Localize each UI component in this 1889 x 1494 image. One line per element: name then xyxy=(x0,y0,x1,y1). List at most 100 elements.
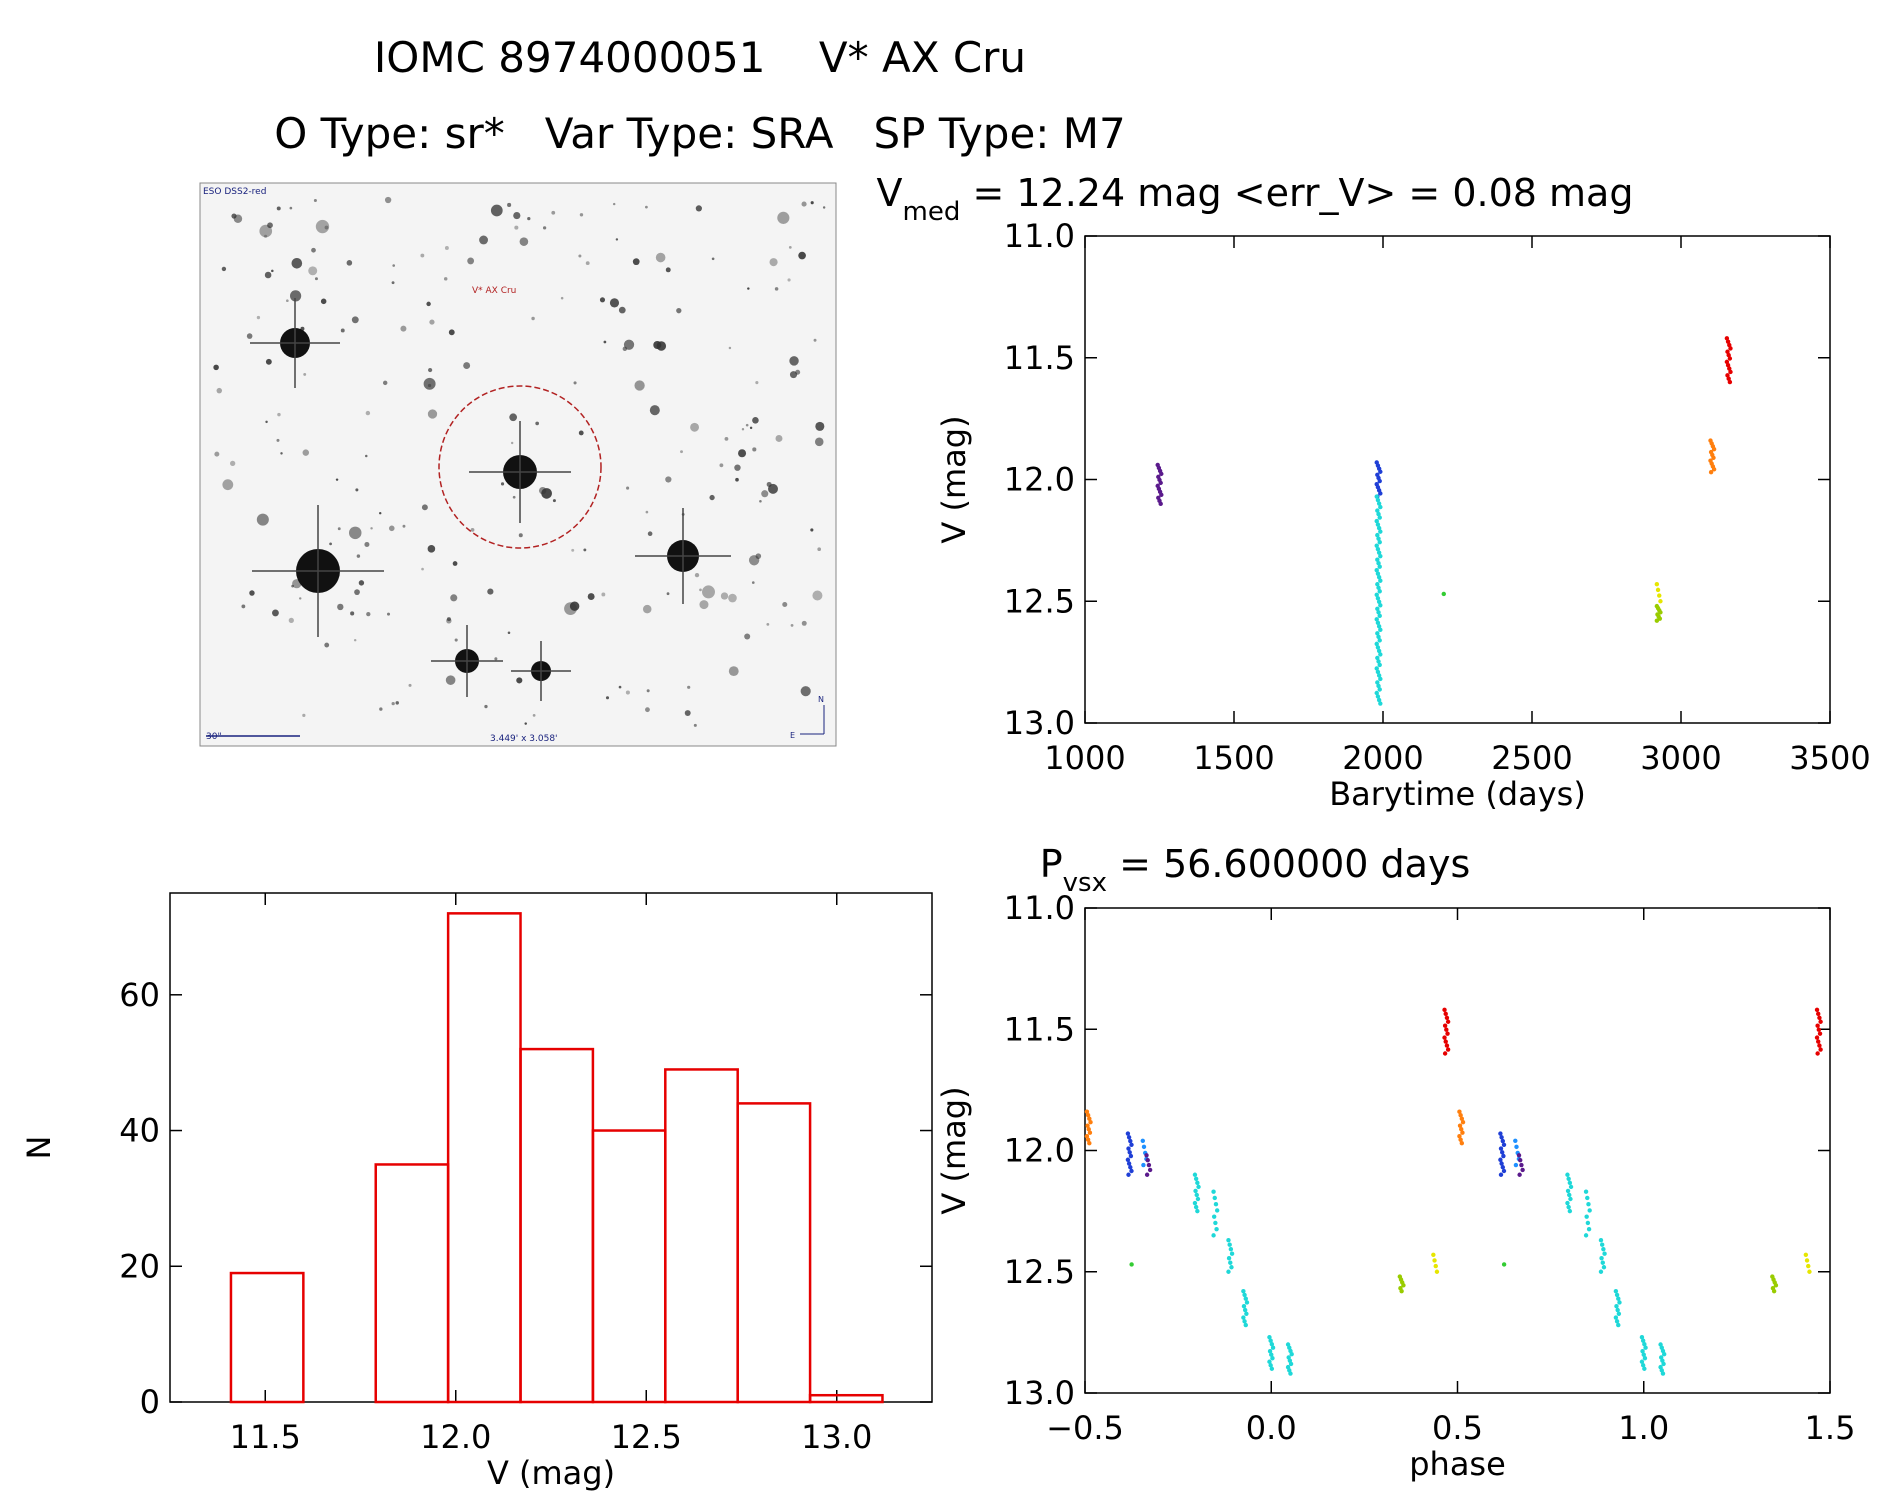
background-star xyxy=(694,572,700,578)
light-curve-point xyxy=(1376,550,1382,555)
phase-curve-point xyxy=(1214,1208,1220,1213)
phase-curve-point xyxy=(1227,1242,1232,1247)
phase-curve-point xyxy=(1613,1288,1619,1294)
phase-curve-point xyxy=(1641,1352,1646,1357)
light-curve-point xyxy=(1725,349,1730,354)
background-star xyxy=(744,633,751,640)
background-star xyxy=(241,604,246,609)
phase-curve-point xyxy=(1613,1315,1619,1320)
background-star xyxy=(391,281,395,285)
phase-curve-point xyxy=(1818,1047,1823,1052)
background-star xyxy=(271,269,274,273)
light-curve-point xyxy=(1375,571,1381,576)
phase-curve-point xyxy=(1598,1238,1604,1243)
background-star xyxy=(578,430,584,436)
light-curve-point xyxy=(1725,373,1730,378)
phase-curve-point xyxy=(1445,1019,1451,1024)
light-curve-point xyxy=(1374,494,1379,499)
background-star xyxy=(216,387,223,394)
background-star xyxy=(626,486,630,490)
background-star xyxy=(735,477,739,482)
background-star xyxy=(585,261,590,266)
histogram-bar xyxy=(229,1271,305,1404)
light-curve-frame xyxy=(1084,235,1831,724)
background-star xyxy=(527,217,531,221)
phase-curve-point xyxy=(1459,1127,1464,1132)
background-star xyxy=(302,713,306,718)
histogram-bar xyxy=(519,1047,595,1404)
light-curve-point xyxy=(1376,585,1381,590)
background-star xyxy=(579,213,584,217)
light-curve-point xyxy=(1376,610,1381,615)
phase-curve-point xyxy=(1228,1247,1234,1252)
phase-curve-point xyxy=(1214,1226,1219,1232)
phase-curve-point xyxy=(1773,1283,1779,1288)
light-curve-point xyxy=(1376,525,1382,531)
phase-curve-point xyxy=(1270,1356,1275,1361)
background-star xyxy=(560,296,564,300)
background-star xyxy=(680,450,683,454)
background-star xyxy=(642,604,652,614)
background-star xyxy=(719,463,724,468)
phase-curve-point xyxy=(1568,1184,1574,1190)
light-curve-point xyxy=(1375,645,1381,650)
background-star xyxy=(421,504,428,511)
background-star xyxy=(609,298,620,308)
phase-curve-point xyxy=(1565,1200,1570,1206)
background-star xyxy=(801,201,807,207)
background-star xyxy=(587,593,595,601)
background-star xyxy=(384,196,392,204)
phase-curve-point xyxy=(1125,1157,1131,1162)
light-curve-ylabel: V (mag) xyxy=(935,415,973,543)
light-curve-point xyxy=(1376,536,1381,541)
background-star xyxy=(392,264,396,267)
light-curve-point xyxy=(1378,491,1383,496)
light-curve-point xyxy=(1158,501,1163,507)
phase-curve-point xyxy=(1085,1113,1091,1118)
background-star xyxy=(690,422,699,432)
light-curve-xlabel: Barytime (days) xyxy=(1329,775,1586,813)
light-curve-point xyxy=(1727,342,1732,348)
background-star xyxy=(288,617,294,624)
background-star xyxy=(513,211,521,220)
background-star xyxy=(815,421,825,431)
background-star xyxy=(387,612,391,616)
phase-curve-point xyxy=(1241,1315,1246,1320)
phase-curve-point xyxy=(1443,1011,1448,1017)
histogram-bar xyxy=(446,912,522,1404)
background-star xyxy=(329,542,332,546)
phase-curve-point xyxy=(1460,1120,1466,1125)
light-curve-point xyxy=(1376,599,1382,604)
light-curve-point xyxy=(1376,624,1382,629)
compass-icon: N E xyxy=(790,695,825,740)
phase-curve-point xyxy=(1085,1137,1091,1142)
fov-label: 3.449' x 3.058' xyxy=(490,734,558,744)
light-curve-point xyxy=(1158,480,1163,486)
background-star xyxy=(314,277,318,281)
phase-curve-point xyxy=(1211,1189,1216,1194)
background-star xyxy=(311,247,316,253)
background-star xyxy=(444,245,449,250)
phase-curve-point xyxy=(1087,1116,1092,1121)
phase-curve-point xyxy=(1147,1167,1153,1173)
phase-curve-point xyxy=(1192,1200,1198,1206)
light-curve-point xyxy=(1378,578,1383,583)
phase-curve-point xyxy=(1127,1150,1132,1155)
phase-curve-chart: Pvsx = 56.600000 days −0.5 0.0 0.5 1.0 1.5 11… xyxy=(935,842,1855,1483)
compass-e-label: E xyxy=(790,731,795,740)
background-star xyxy=(702,585,715,599)
background-star xyxy=(233,214,243,224)
light-curve-point xyxy=(1708,469,1714,475)
background-star xyxy=(246,333,253,339)
target-label: V* AX Cru xyxy=(472,286,516,296)
light-curve-ytick-label: 12.0 xyxy=(1004,461,1075,499)
histogram-xtick-label: 13.0 xyxy=(801,1418,872,1456)
background-star xyxy=(766,623,770,626)
background-star xyxy=(813,338,817,342)
light-curve-point xyxy=(1375,694,1381,699)
light-curve-point xyxy=(1376,560,1381,566)
phase-curve-point xyxy=(1460,1130,1465,1135)
phase-curve-point xyxy=(1661,1352,1667,1357)
histogram-xtick-label: 12.5 xyxy=(611,1418,682,1456)
histogram-ytick-label: 20 xyxy=(119,1247,160,1285)
